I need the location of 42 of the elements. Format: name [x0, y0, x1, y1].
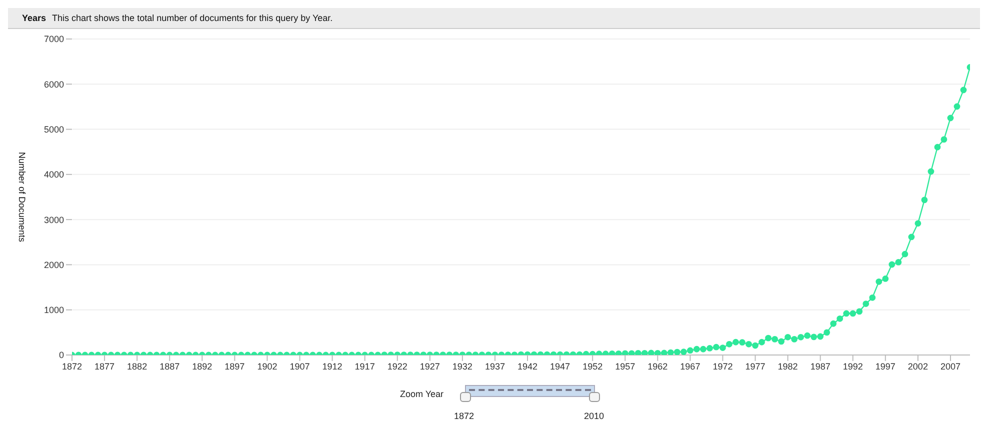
y-tick-label: 3000	[44, 214, 64, 225]
x-tick-label: 1897	[224, 361, 245, 372]
x-tick-label: 1997	[875, 361, 896, 372]
y-tick-label: 4000	[44, 170, 64, 180]
y-tick-label: 1000	[44, 305, 64, 316]
x-tick-label: 2007	[940, 361, 960, 372]
x-tick-label: 1922	[387, 361, 408, 372]
x-tick-label: 1937	[484, 361, 505, 372]
y-tick-label: 6000	[44, 79, 64, 90]
x-tick-label: 1977	[745, 361, 766, 372]
y-tick-label: 7000	[44, 34, 64, 44]
x-tick-label: 1927	[420, 361, 440, 372]
x-tick-label: 1957	[615, 361, 636, 372]
x-tick-label: 1987	[810, 361, 830, 372]
x-tick-label: 1967	[680, 361, 700, 372]
x-tick-label: 1952	[582, 361, 603, 372]
x-tick-label: 1887	[160, 361, 180, 372]
x-tick-label: 1982	[778, 361, 798, 372]
x-tick-label: 1942	[517, 361, 538, 372]
text: 1872	[454, 411, 474, 421]
x-tick-label: 1877	[94, 361, 115, 372]
text: 2010	[584, 411, 604, 421]
x-tick-label: 1917	[354, 361, 375, 372]
y-tick-label: 5000	[44, 124, 64, 134]
text: Zoom Year	[400, 389, 444, 399]
chart-subtitle: This chart shows the total number of documents for this query by Year.	[52, 13, 333, 23]
x-tick-label: 1912	[322, 361, 342, 372]
x-tick-label: 1892	[192, 361, 212, 372]
y-tick-label: 2000	[44, 260, 64, 270]
x-tick-label: 1882	[127, 361, 148, 372]
x-tick-label: 1932	[452, 361, 472, 372]
x-tick-label: 1947	[550, 361, 570, 372]
x-tick-label: 1907	[290, 361, 310, 372]
chart-title: Years	[22, 13, 46, 23]
x-tick-label: 2002	[908, 361, 928, 372]
x-tick-label: 1872	[62, 361, 82, 372]
x-tick-label: 1962	[648, 361, 668, 372]
y-tick-label: 0	[58, 350, 64, 360]
y-axis-title: Number of Documents	[16, 152, 27, 243]
x-tick-label: 1972	[712, 361, 733, 372]
x-tick-label: 1902	[257, 361, 278, 372]
x-tick-label: 1992	[842, 361, 863, 372]
